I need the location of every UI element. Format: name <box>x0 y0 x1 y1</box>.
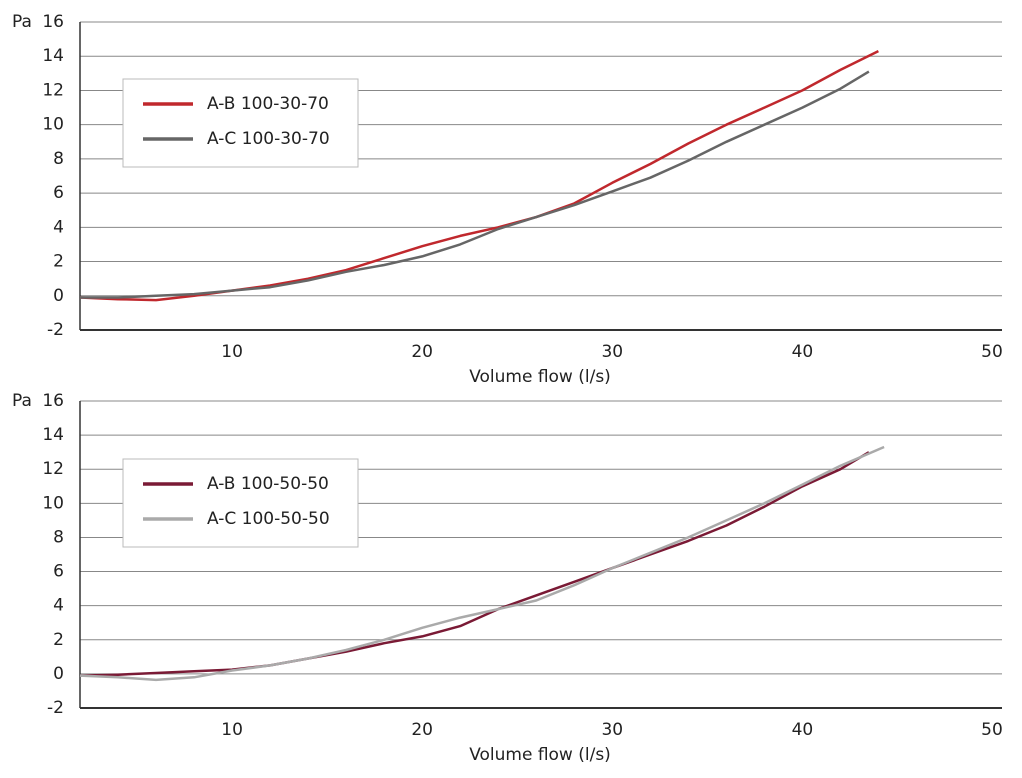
y-tick-label: -2 <box>47 320 64 340</box>
legend-label: A-B 100-30-70 <box>207 94 329 114</box>
y-tick-label: 16 <box>42 391 64 411</box>
x-tick-label: 30 <box>601 720 623 740</box>
y-axis-label: Pa <box>12 12 32 32</box>
y-tick-label: 2 <box>53 630 64 650</box>
y-tick-label: 0 <box>53 664 64 684</box>
y-tick-label: 12 <box>42 459 64 479</box>
x-tick-label: 30 <box>601 342 623 362</box>
y-tick-label: 2 <box>53 252 64 272</box>
y-tick-label: 14 <box>42 46 64 66</box>
data-line <box>79 445 885 682</box>
x-tick-label: 20 <box>411 342 433 362</box>
legend-box <box>122 78 359 168</box>
y-tick-label: 10 <box>42 115 64 135</box>
x-axis-label: Volume flow (l/s) <box>469 745 611 765</box>
y-tick-label: 4 <box>53 217 64 237</box>
y-tick-label: 12 <box>42 80 64 100</box>
x-tick-label: 40 <box>792 720 814 740</box>
legend-label: A-C 100-50-50 <box>207 509 330 529</box>
legend-label: A-B 100-50-50 <box>207 474 329 494</box>
y-tick-label: 8 <box>53 527 64 547</box>
y-axis-label: Pa <box>12 391 32 411</box>
legend-box <box>122 458 359 548</box>
x-tick-label: 20 <box>411 720 433 740</box>
y-tick-label: 8 <box>53 149 64 169</box>
data-line <box>80 70 870 299</box>
x-tick-label: 10 <box>221 342 243 362</box>
x-tick-label: 40 <box>792 342 814 362</box>
legend-label: A-C 100-30-70 <box>207 129 330 149</box>
y-tick-label: 6 <box>53 183 64 203</box>
x-tick-label: 50 <box>981 720 1003 740</box>
data-line <box>79 451 870 677</box>
y-tick-label: 16 <box>42 12 64 32</box>
x-tick-label: 50 <box>981 342 1003 362</box>
y-tick-label: 0 <box>53 286 64 306</box>
x-tick-label: 10 <box>221 720 243 740</box>
y-tick-label: 10 <box>42 493 64 513</box>
y-tick-label: 6 <box>53 562 64 582</box>
y-tick-label: -2 <box>47 698 64 718</box>
y-tick-label: 4 <box>53 596 64 616</box>
x-axis-label: Volume flow (l/s) <box>469 367 611 387</box>
y-tick-label: 14 <box>42 425 64 445</box>
